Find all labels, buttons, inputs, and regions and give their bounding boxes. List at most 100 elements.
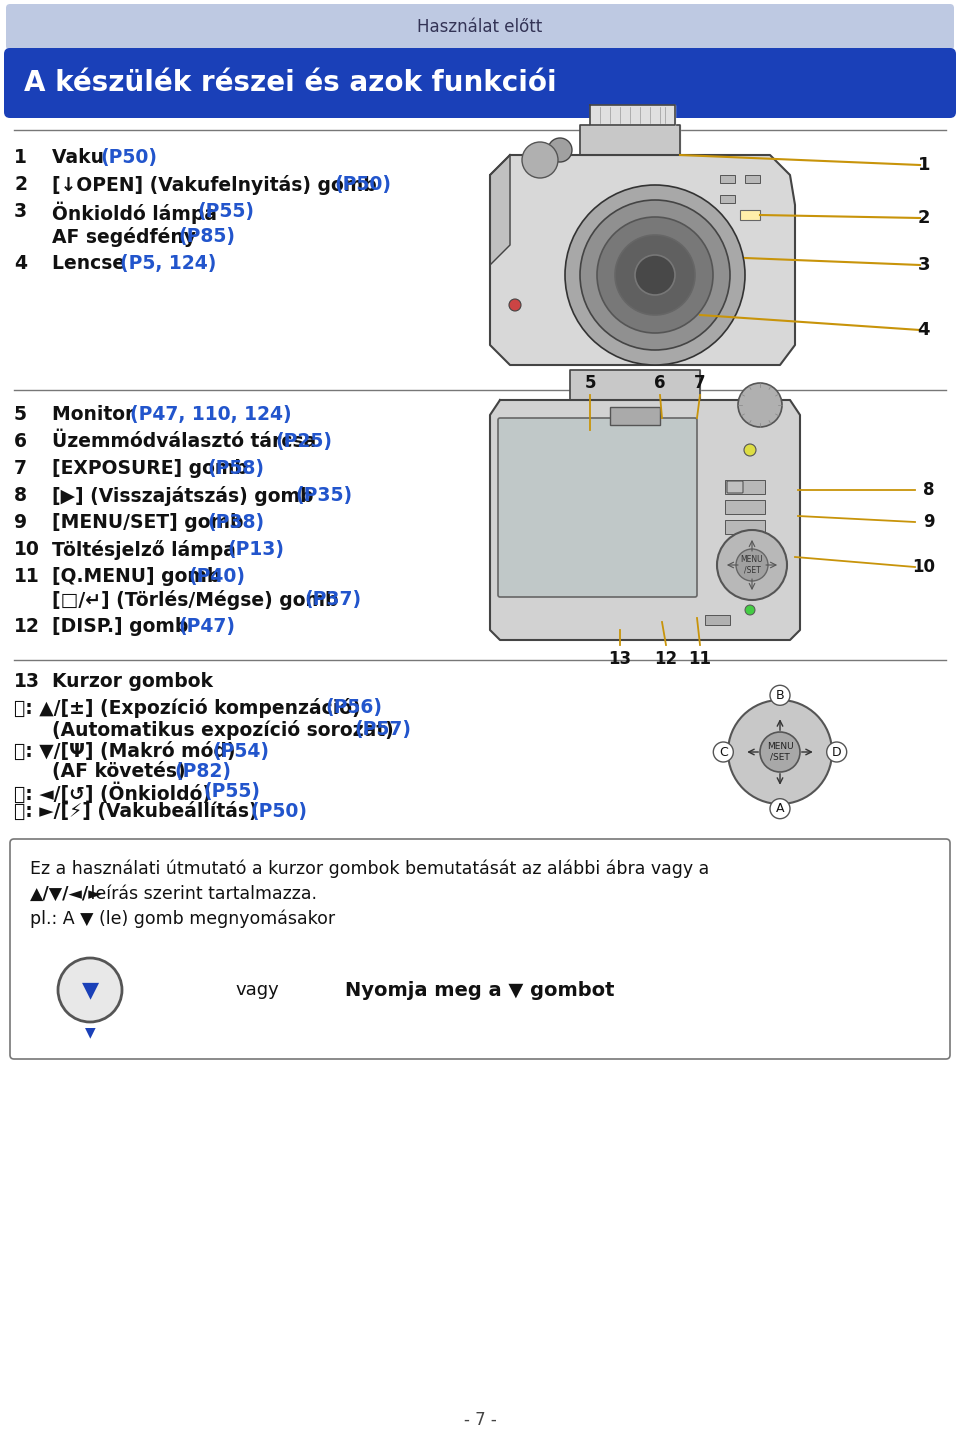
Text: (P50): (P50) (101, 147, 157, 168)
Polygon shape (570, 370, 700, 400)
Text: 3: 3 (918, 256, 930, 275)
Circle shape (509, 299, 521, 311)
Text: 10: 10 (14, 540, 40, 559)
Text: Ⓒ: ◄/[↺] (Önkioldó): Ⓒ: ◄/[↺] (Önkioldó) (14, 782, 218, 803)
Text: [EXPOSURE] gomb: [EXPOSURE] gomb (52, 460, 254, 478)
Bar (610, 407, 660, 425)
Text: (P55): (P55) (203, 782, 260, 801)
Text: ▼: ▼ (84, 1025, 95, 1039)
Circle shape (745, 605, 755, 616)
Circle shape (548, 139, 572, 162)
Text: (P38): (P38) (207, 513, 265, 532)
Circle shape (713, 741, 733, 762)
FancyBboxPatch shape (4, 48, 956, 118)
Text: Kurzor gombok: Kurzor gombok (52, 672, 213, 691)
Bar (725, 480, 765, 494)
Text: Vaku: Vaku (52, 147, 110, 168)
FancyBboxPatch shape (10, 840, 950, 1059)
Bar (720, 175, 735, 184)
Text: [□/↵] (Törlés/Mégse) gomb: [□/↵] (Törlés/Mégse) gomb (52, 590, 345, 610)
Text: [Q.MENU] gomb: [Q.MENU] gomb (52, 566, 227, 587)
Text: B: B (776, 689, 784, 702)
FancyBboxPatch shape (6, 4, 954, 51)
Text: 5: 5 (585, 374, 596, 392)
Circle shape (58, 958, 122, 1022)
Circle shape (580, 199, 730, 350)
Text: 12: 12 (655, 650, 678, 668)
Text: (AF követés): (AF követés) (52, 762, 192, 780)
Circle shape (565, 185, 745, 366)
Text: 4: 4 (918, 321, 930, 340)
Text: (P82): (P82) (175, 762, 232, 780)
Text: (P47): (P47) (179, 617, 235, 636)
Text: Töltésjelző lámpa: Töltésjelző lámpa (52, 540, 242, 561)
Text: pl.: A ▼ (le) gomb megnyomásakor: pl.: A ▼ (le) gomb megnyomásakor (30, 910, 335, 929)
Polygon shape (490, 155, 510, 264)
Circle shape (736, 549, 768, 581)
Text: 6: 6 (655, 374, 665, 392)
Text: ▲/▼/◄/►: ▲/▼/◄/► (30, 884, 103, 903)
Polygon shape (490, 400, 800, 640)
Text: Ⓑ: ▼/[Ψ] (Makró mód): Ⓑ: ▼/[Ψ] (Makró mód) (14, 741, 242, 762)
Text: (P54): (P54) (212, 741, 270, 762)
Text: vagy: vagy (235, 981, 278, 998)
Circle shape (770, 685, 790, 705)
Text: D: D (832, 746, 842, 759)
Text: 11: 11 (688, 650, 711, 668)
Text: 10: 10 (912, 558, 935, 577)
Text: 9: 9 (14, 513, 27, 532)
Circle shape (635, 254, 675, 295)
Bar (725, 500, 765, 514)
Circle shape (770, 799, 790, 819)
Circle shape (717, 530, 787, 600)
Text: (P5, 124): (P5, 124) (120, 254, 216, 273)
Circle shape (827, 741, 847, 762)
Text: 8: 8 (14, 486, 27, 504)
Text: [DISP.] gomb: [DISP.] gomb (52, 617, 195, 636)
Text: Ⓐ: ▲/[±] (Expozíció kompenzáció): Ⓐ: ▲/[±] (Expozíció kompenzáció) (14, 698, 367, 718)
Polygon shape (580, 126, 680, 155)
Bar (705, 616, 730, 626)
Text: 9: 9 (924, 513, 935, 530)
Text: Ez a használati útmutató a kurzor gombok bemutatását az alábbi ábra vagy a: Ez a használati útmutató a kurzor gombok… (30, 860, 709, 879)
Circle shape (738, 383, 782, 428)
Bar (740, 210, 760, 220)
Circle shape (597, 217, 713, 332)
Text: 13: 13 (14, 672, 40, 691)
Text: (Automatikus expozíció sorozat): (Automatikus expozíció sorozat) (52, 720, 400, 740)
Bar (720, 195, 735, 202)
Text: Használat előtt: Használat előtt (418, 17, 542, 36)
Text: Lencse: Lencse (52, 254, 132, 273)
Text: - 7 -: - 7 - (464, 1410, 496, 1429)
Text: 13: 13 (609, 650, 632, 668)
Circle shape (744, 444, 756, 457)
Text: 5: 5 (14, 405, 27, 423)
Text: Önkioldó lámpa: Önkioldó lámpa (52, 202, 224, 224)
Text: (P50): (P50) (251, 802, 307, 821)
Text: 7: 7 (694, 374, 706, 392)
Text: (P47, 110, 124): (P47, 110, 124) (130, 405, 292, 423)
Text: (P58): (P58) (207, 460, 265, 478)
Text: MENU
/SET: MENU /SET (741, 555, 763, 575)
Text: (P85): (P85) (179, 227, 235, 246)
Text: [MENU/SET] gomb: [MENU/SET] gomb (52, 513, 250, 532)
Text: (P50): (P50) (334, 175, 391, 194)
Text: Üzemmódválasztó tárcsa: Üzemmódválasztó tárcsa (52, 432, 323, 451)
Text: 1: 1 (918, 156, 930, 173)
Text: 12: 12 (14, 617, 40, 636)
Text: 2: 2 (14, 175, 27, 194)
Text: (P37): (P37) (304, 590, 362, 608)
Text: (P56): (P56) (325, 698, 383, 717)
Text: 3: 3 (14, 202, 27, 221)
Text: 7: 7 (14, 460, 27, 478)
Text: Monitor: Monitor (52, 405, 141, 423)
FancyBboxPatch shape (498, 418, 697, 597)
Text: Ⓓ: ►/[⚡] (Vakubeállítás): Ⓓ: ►/[⚡] (Vakubeállítás) (14, 802, 264, 821)
Text: A készülék részei és azok funkciói: A készülék részei és azok funkciói (24, 69, 557, 97)
Circle shape (728, 699, 832, 803)
Circle shape (522, 142, 558, 178)
Circle shape (615, 236, 695, 315)
Bar (725, 520, 765, 535)
Polygon shape (590, 105, 675, 126)
Polygon shape (490, 155, 795, 366)
